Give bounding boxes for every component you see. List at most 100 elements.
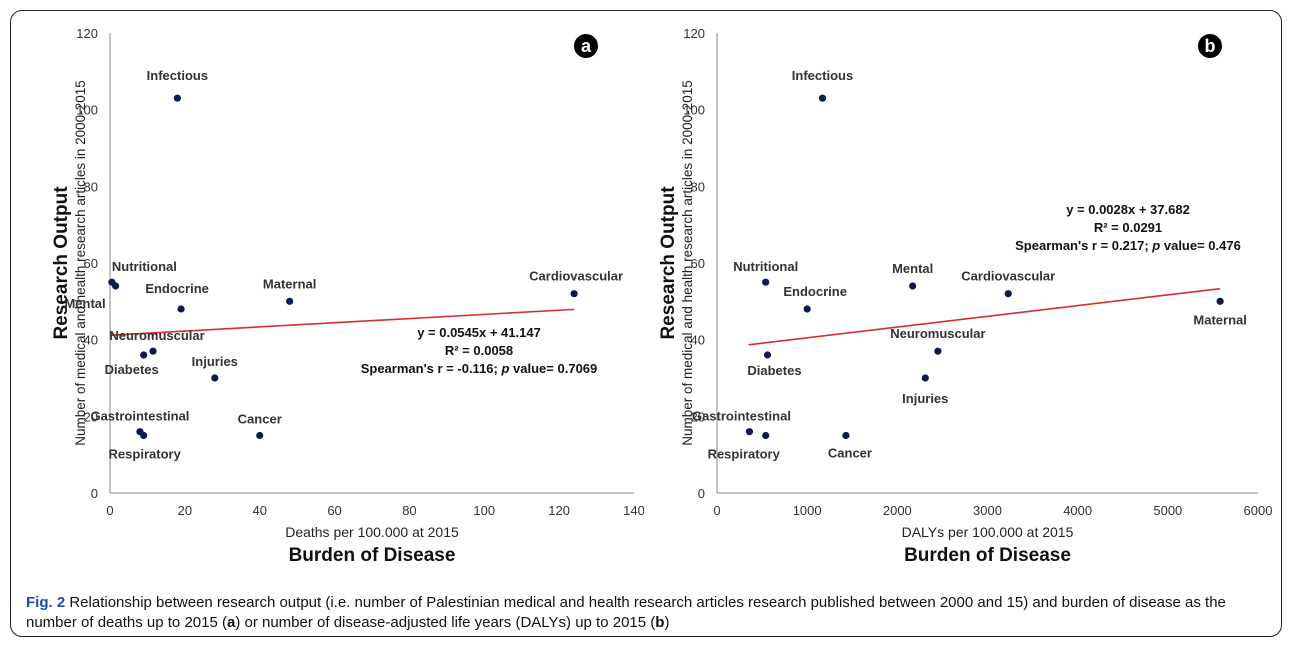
data-point: [934, 347, 942, 355]
spearman-stat: Spearman's r = -0.116; p value= 0.7069: [361, 361, 598, 376]
x-tick-label: 6000: [1244, 503, 1273, 518]
y-axis-title: Research Output: [51, 186, 72, 340]
data-point: [286, 297, 294, 305]
panel-label: a: [581, 36, 592, 56]
y-tick-label: 120: [76, 26, 98, 41]
data-point: [570, 290, 578, 298]
figure-frame: [10, 10, 1282, 637]
x-axis-title: Burden of Disease: [904, 545, 1071, 566]
point-label: Infectious: [147, 68, 208, 83]
point-label: Neuromuscular: [109, 328, 204, 343]
point-label: Respiratory: [109, 447, 182, 462]
point-label: Diabetes: [105, 362, 159, 377]
x-tick-label: 60: [327, 503, 341, 518]
data-point: [211, 374, 219, 382]
x-tick-label: 5000: [1153, 503, 1182, 518]
point-label: Mental: [64, 296, 105, 311]
x-tick-label: 3000: [973, 503, 1002, 518]
caption-ref-b: b: [655, 614, 665, 631]
caption-fig-label: Fig. 2: [26, 594, 66, 611]
y-tick-label: 80: [691, 179, 705, 194]
data-point: [1216, 297, 1224, 305]
trendline: [109, 308, 575, 337]
x-tick-label: 0: [713, 503, 720, 518]
data-point: [909, 282, 917, 290]
x-tick-label: 1000: [793, 503, 822, 518]
point-label: Cancer: [828, 446, 872, 461]
data-point: [818, 94, 827, 102]
y-tick-label: 100: [76, 103, 98, 118]
y-tick-label: 0: [91, 486, 98, 501]
panel-badge: [1198, 34, 1222, 58]
panel-badge: [574, 34, 598, 58]
caption-text-1: Relationship between research output (i.…: [26, 594, 1226, 631]
point-label: Gastrointestinal: [90, 409, 189, 424]
spearman-stat: Spearman's r = 0.217; p value= 0.476: [1015, 238, 1241, 253]
data-point: [921, 374, 929, 382]
data-point: [256, 431, 264, 440]
x-tick-label: 100: [473, 503, 495, 518]
x-tick-label: 140: [623, 503, 644, 518]
p-symbol: p: [500, 361, 509, 376]
data-point: [762, 278, 770, 286]
trend-equation: y = 0.0545x + 41.147: [417, 325, 541, 340]
point-label: Injuries: [192, 354, 238, 369]
point-label: Cardiovascular: [529, 269, 623, 284]
data-point: [140, 431, 148, 440]
figure-caption: Fig. 2 Relationship between research out…: [26, 593, 1266, 633]
point-label: Maternal: [263, 276, 316, 291]
point-label: Nutritional: [112, 259, 177, 274]
y-axis-label: Number of medical and health research ar…: [680, 80, 695, 445]
point-label: Diabetes: [747, 363, 801, 378]
x-tick-label: 40: [252, 503, 266, 518]
caption-text-2: ) or number of disease-adjusted life yea…: [235, 614, 656, 631]
data-point: [149, 347, 157, 355]
point-label: Neuromuscular: [890, 326, 985, 341]
caption-ref-a: a: [226, 614, 236, 631]
point-label: Respiratory: [708, 447, 781, 462]
y-tick-label: 80: [84, 179, 98, 194]
x-tick-label: 4000: [1063, 503, 1092, 518]
data-point: [745, 428, 754, 436]
p-value: value= 0.476: [1160, 238, 1241, 253]
r-squared: R² = 0.0291: [1094, 220, 1162, 235]
scatter-chart-a: 0 20 40 60 80 100 120 0 20 40 60 80 100 120 140 Deaths …: [51, 26, 644, 566]
caption-text-3: ): [664, 614, 670, 631]
trendline: [748, 287, 1221, 346]
x-axis-label: Deaths per 100.000 at 2015: [285, 524, 459, 540]
y-axis-title: Research Output: [658, 186, 679, 340]
r-squared: R² = 0.0058: [445, 343, 513, 358]
spearman-text: Spearman's r = 0.217;: [1015, 238, 1152, 253]
data-point: [762, 431, 770, 440]
spearman-text: Spearman's r = -0.116;: [361, 361, 502, 376]
data-point: [842, 431, 850, 440]
y-tick-label: 40: [84, 333, 98, 348]
x-tick-label: 120: [548, 503, 570, 518]
point-label: Gastrointestinal: [692, 409, 791, 424]
data-point: [803, 305, 811, 313]
scatter-chart-b: 0 20 40 60 80 100 120 0 1000 2000 3000 4000 5000 6000…: [658, 26, 1273, 566]
p-value: value= 0.7069: [509, 361, 597, 376]
point-label: Mental: [892, 261, 933, 276]
p-symbol: p: [1151, 238, 1160, 253]
x-axis-title: Burden of Disease: [289, 545, 456, 566]
y-tick-label: 100: [683, 103, 705, 118]
y-tick-label: 120: [683, 26, 705, 41]
point-label: Endocrine: [783, 284, 847, 299]
data-point: [177, 305, 185, 313]
y-tick-label: 60: [84, 256, 98, 271]
data-point: [763, 351, 772, 359]
x-tick-label: 0: [106, 503, 113, 518]
y-tick-label: 0: [698, 486, 705, 501]
x-tick-label: 2000: [883, 503, 912, 518]
point-label: Endocrine: [145, 281, 209, 296]
x-tick-label: 20: [178, 503, 192, 518]
y-axis-label: Number of medical and health research ar…: [73, 80, 88, 445]
trend-equation: y = 0.0028x + 37.682: [1066, 202, 1190, 217]
y-tick-label: 20: [84, 409, 98, 424]
panel-label: b: [1205, 36, 1216, 56]
y-tick-label: 40: [691, 333, 705, 348]
point-label: Injuries: [902, 391, 948, 406]
data-point: [173, 94, 181, 102]
point-label: Nutritional: [733, 259, 798, 274]
